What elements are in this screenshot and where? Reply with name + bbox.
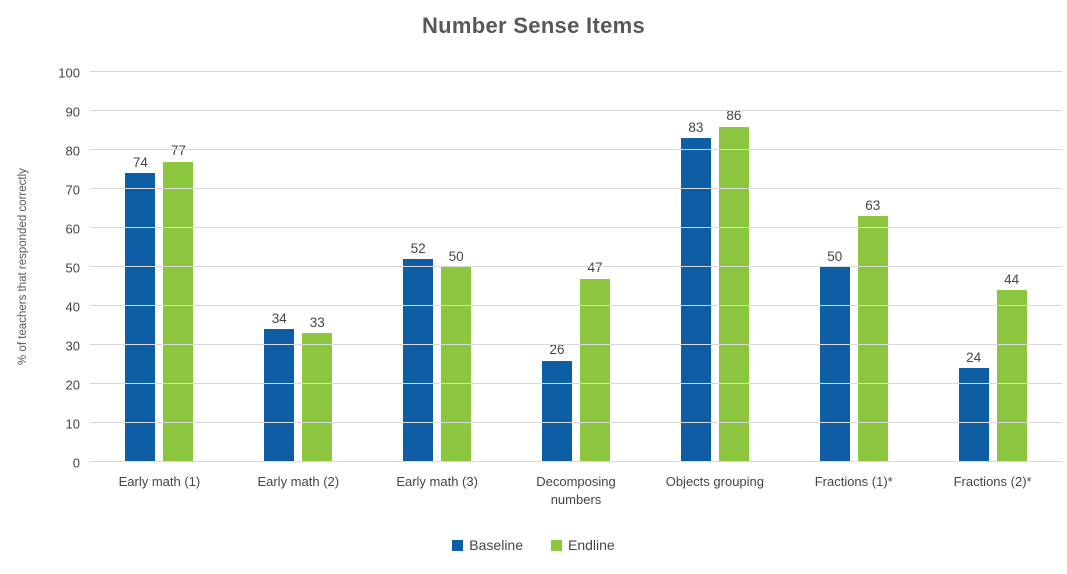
x-category-label: Fractions (1)*	[814, 474, 893, 489]
x-category-label: Early math (3)	[396, 474, 478, 489]
y-tick-label: 60	[65, 221, 80, 236]
legend-label-baseline: Baseline	[469, 537, 523, 553]
legend-label-endline: Endline	[568, 537, 615, 553]
y-tick-label: 20	[65, 377, 80, 392]
bar-group: 52 50	[368, 72, 507, 462]
bar-baseline	[958, 368, 989, 462]
y-tick-label: 70	[65, 182, 80, 197]
legend: Baseline Endline	[0, 537, 1067, 553]
x-label-cell: Early math (3)	[368, 473, 507, 509]
bar-value-label: 77	[170, 143, 186, 159]
gridline	[90, 110, 1062, 111]
bar-endline	[857, 216, 888, 462]
gridline	[90, 227, 1062, 228]
bar-value-label: 34	[271, 310, 287, 326]
bars-row: 74 77 34 33 52 50 26 47 83 86 50 63 24 44	[90, 72, 1062, 462]
gridline	[90, 383, 1062, 384]
x-category-label: Early math (2)	[257, 474, 340, 489]
bar-wrap: 44	[996, 72, 1027, 462]
gridline	[90, 266, 1062, 267]
bar-wrap: 74	[125, 72, 156, 462]
bar-endline	[718, 126, 749, 462]
x-category-label: Early math (1)	[118, 474, 201, 489]
x-axis-labels: Early math (1) Early math (2) Early math (…	[90, 473, 1062, 509]
bar-value-label: 33	[309, 314, 325, 330]
bar-wrap: 33	[302, 72, 333, 462]
y-tick-label: 30	[65, 338, 80, 353]
chart-title: Number Sense Items	[421, 13, 646, 38]
y-tick-label: 10	[65, 416, 80, 431]
bar-endline	[580, 278, 610, 462]
bar-wrap: 83	[680, 72, 711, 462]
x-category-label: Objects grouping	[665, 474, 764, 489]
gridline	[90, 149, 1062, 150]
gridline	[90, 305, 1062, 306]
bar-group: 74 77	[90, 72, 229, 462]
x-label-cell: Fractions (1)*	[784, 473, 923, 509]
bar-wrap: 52	[403, 72, 434, 462]
bar-baseline	[125, 173, 156, 462]
gridline	[90, 71, 1062, 72]
x-category-label: Decomposing numbers	[536, 474, 616, 508]
baseline-swatch-icon	[452, 539, 464, 551]
bar-endline	[441, 267, 472, 462]
bar-baseline	[680, 138, 711, 462]
bar-value-label: 50	[827, 248, 843, 264]
plot-area: 74 77 34 33 52 50 26 47 83 86 50 63 24 44 0 10 20 30 40 50…	[58, 66, 1062, 469]
y-tick-label: 100	[58, 65, 80, 80]
bar-value-label: 74	[132, 154, 148, 170]
bar-group: 26 47	[507, 72, 646, 462]
y-axis-title: % of teachers that responded correctly	[17, 168, 29, 366]
bar-endline	[996, 290, 1027, 462]
endline-swatch-icon	[551, 539, 562, 551]
bar-value-label: 50	[448, 248, 464, 264]
y-tick-label: 40	[65, 299, 80, 314]
legend-item-endline: Endline	[551, 537, 615, 553]
y-tick-label: 90	[65, 104, 80, 119]
bar-wrap: 24	[958, 72, 989, 462]
bar-value-label: 83	[688, 119, 704, 135]
bar-wrap: 47	[580, 72, 610, 462]
bar-value-label: 24	[966, 349, 982, 365]
bar-wrap: 86	[718, 72, 749, 462]
x-category-label: Fractions (2)*	[953, 474, 1032, 489]
bar-value-label: 86	[726, 108, 742, 124]
bar-value-label: 63	[865, 197, 881, 213]
bar-baseline	[264, 329, 295, 462]
bar-value-label: 26	[549, 342, 565, 358]
bar-group: 83 86	[645, 72, 784, 462]
y-tick-label: 0	[72, 455, 80, 470]
bar-wrap: 50	[819, 72, 850, 462]
bar-baseline	[403, 259, 434, 462]
gridline	[90, 344, 1062, 345]
bar-baseline	[819, 267, 850, 462]
bar-value-label: 47	[587, 260, 603, 276]
bar-wrap: 50	[441, 72, 472, 462]
bar-wrap: 34	[264, 72, 295, 462]
y-tick-label: 50	[65, 260, 80, 275]
bar-wrap: 63	[857, 72, 888, 462]
bar-endline	[163, 161, 194, 462]
gridline	[90, 188, 1062, 189]
x-label-cell: Objects grouping	[645, 473, 784, 509]
bar-value-label: 52	[410, 240, 426, 256]
bar-group: 24 44	[923, 72, 1062, 462]
gridline	[90, 422, 1062, 423]
bar-baseline	[542, 360, 572, 462]
bar-endline	[302, 333, 333, 462]
legend-item-baseline: Baseline	[452, 537, 523, 553]
bar-value-label: 44	[1004, 271, 1020, 287]
bar-group: 34 33	[229, 72, 368, 462]
y-tick-label: 80	[65, 143, 80, 158]
bar-wrap: 26	[542, 72, 572, 462]
x-label-cell: Fractions (2)*	[923, 473, 1062, 509]
x-label-cell: Early math (1)	[90, 473, 229, 509]
bar-group: 50 63	[784, 72, 923, 462]
bar-wrap: 77	[163, 72, 194, 462]
x-label-cell: Early math (2)	[229, 473, 368, 509]
x-label-cell: Decomposing numbers	[507, 473, 646, 509]
gridline	[90, 461, 1062, 462]
